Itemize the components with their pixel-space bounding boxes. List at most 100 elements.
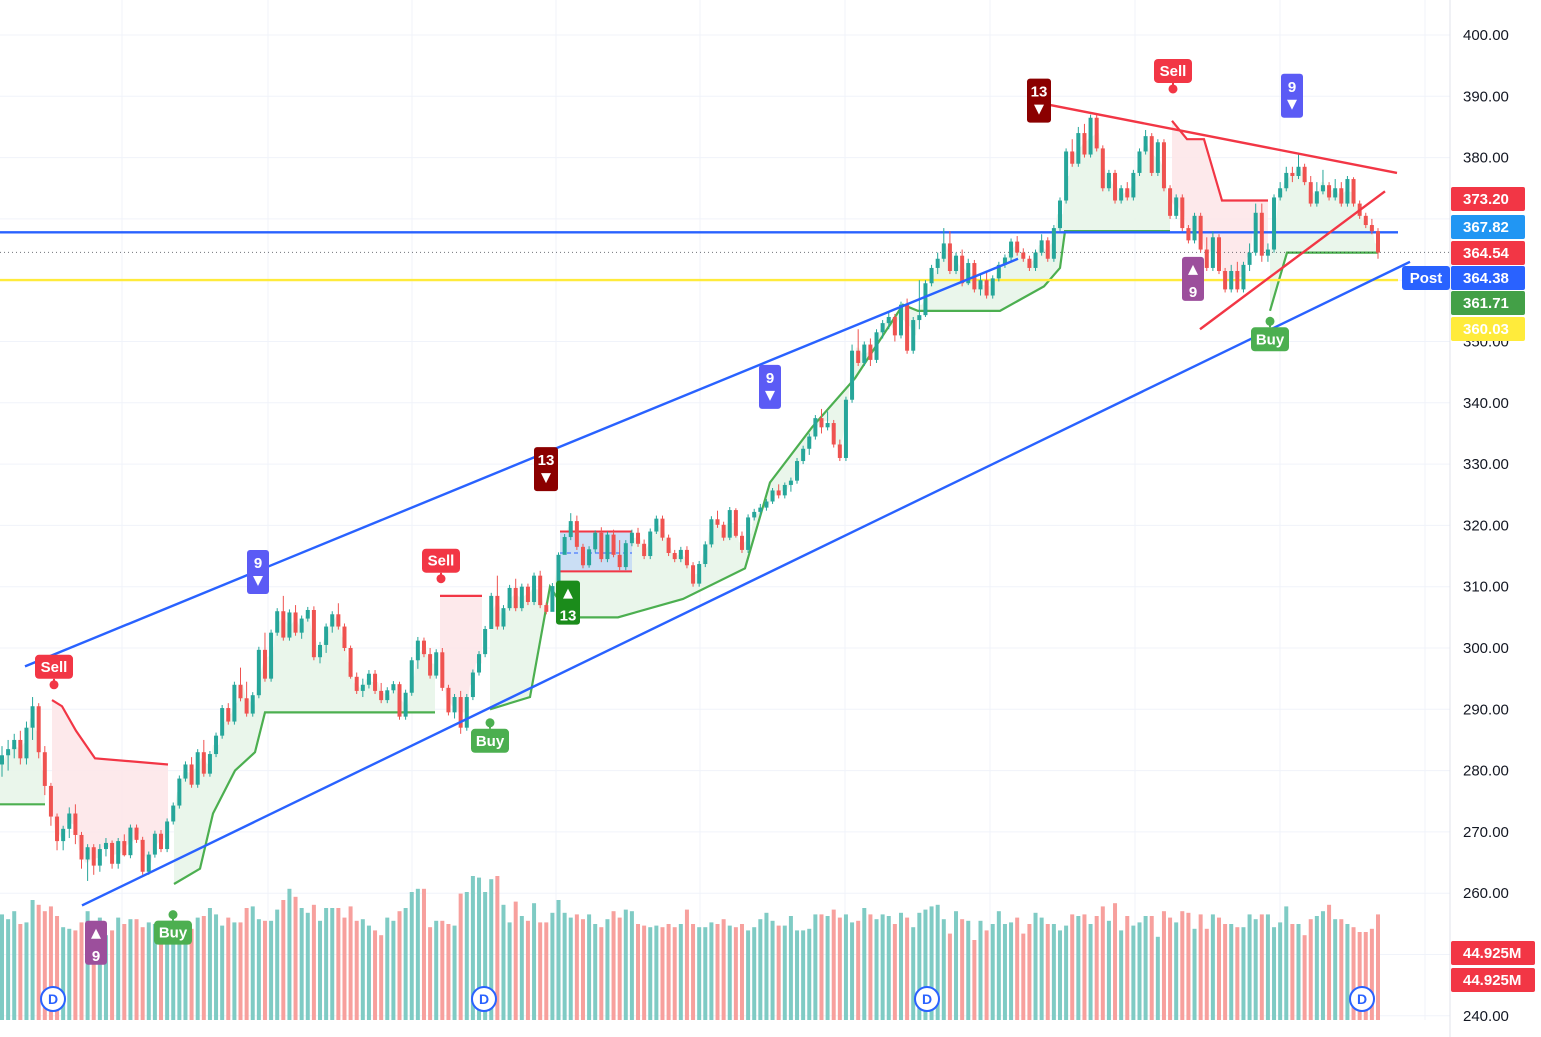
volume-bar: [1137, 922, 1142, 1020]
candle-body: [409, 660, 414, 693]
volume-bar: [813, 914, 818, 1020]
volume-bar: [110, 930, 115, 1020]
candle-body: [917, 315, 922, 321]
volume-bar: [843, 914, 848, 1020]
candle-body: [1027, 258, 1032, 268]
candle-body: [1327, 185, 1332, 198]
price-tag-label: 364.54: [1463, 245, 1510, 262]
volume-bar: [1070, 914, 1075, 1020]
dividend-label: D: [1357, 991, 1367, 1007]
volume-bar: [1369, 928, 1374, 1020]
signal-box: [35, 654, 73, 679]
candle-body: [214, 735, 219, 755]
candle-body: [642, 543, 647, 557]
candle-body: [837, 444, 842, 458]
candle-body: [146, 854, 151, 872]
candle-body: [856, 350, 861, 363]
candle-body: [990, 278, 995, 296]
volume-bar: [672, 927, 677, 1020]
volume-bar: [287, 888, 292, 1020]
candle-body: [1106, 172, 1111, 189]
volume-bar: [752, 927, 757, 1020]
volume-bar: [1119, 930, 1124, 1020]
candle-body: [562, 537, 567, 555]
candle-body: [489, 595, 494, 629]
volume-bar: [421, 888, 426, 1020]
arrow-up-icon: [1188, 264, 1198, 275]
price-tag-label: 364.38: [1463, 270, 1509, 287]
trend-lines[interactable]: [24, 101, 1411, 907]
candle-body: [391, 684, 396, 691]
dividend-marker[interactable]: D: [914, 986, 940, 1012]
candle-body: [201, 752, 206, 774]
candle-body: [140, 839, 145, 872]
candle-body: [440, 652, 445, 688]
candle-body: [684, 549, 689, 566]
dividend-marker[interactable]: D: [1349, 986, 1375, 1012]
price-axis-ticks: 400.00390.00380.00350.00340.00330.00320.…: [1463, 27, 1509, 1025]
volume-bar: [73, 930, 78, 1020]
candle-body: [550, 586, 555, 612]
volume-bar: [1278, 922, 1283, 1020]
volume-bar: [666, 924, 671, 1020]
volume-bar: [360, 919, 365, 1020]
supertrend-down-line: [1171, 120, 1268, 202]
candle-body: [1137, 151, 1142, 173]
volume-bar: [379, 935, 384, 1020]
volume-bar: [935, 904, 940, 1020]
arrow-up-icon: [563, 588, 573, 599]
candle-body: [587, 549, 592, 566]
candle-body: [691, 565, 696, 584]
td-count-box: [247, 550, 269, 595]
volume-bar: [1284, 906, 1289, 1020]
candle-body: [1241, 264, 1246, 290]
candle-body: [85, 847, 90, 860]
candle-body: [599, 532, 604, 560]
volume-bar: [886, 916, 891, 1020]
price-tag: 373.20: [1451, 187, 1525, 211]
volume-bar: [1363, 932, 1368, 1020]
volume-bar: [1357, 932, 1362, 1020]
volume-bar: [232, 922, 237, 1020]
td-count-box: [759, 364, 781, 409]
volume-bar: [984, 930, 989, 1020]
candle-body: [1015, 241, 1020, 253]
price-tag-label: 367.82: [1463, 219, 1509, 236]
signal-box: [422, 548, 460, 573]
candle-body: [232, 684, 237, 722]
candle-body: [1168, 188, 1173, 216]
candle-body: [373, 673, 378, 691]
candle-body: [923, 283, 928, 316]
volume-bar: [507, 922, 512, 1020]
candle-body: [152, 833, 157, 855]
dividend-marker[interactable]: D: [40, 986, 66, 1012]
dividend-marker[interactable]: D: [471, 986, 497, 1012]
volume-bar: [525, 920, 530, 1020]
candle-body: [434, 652, 439, 676]
candle-body: [666, 537, 671, 553]
candle-body: [348, 648, 353, 677]
volume-bar: [1094, 916, 1099, 1020]
candle-body: [905, 304, 910, 351]
td-count-down: 13: [534, 447, 558, 492]
candle-body: [1369, 225, 1374, 232]
volume-tag: 44.925M: [1451, 941, 1535, 965]
volume-bar: [862, 908, 867, 1020]
volume-bar: [801, 930, 806, 1020]
price-axis[interactable]: [1449, 0, 1541, 1037]
candle-body: [1320, 185, 1325, 192]
volume-bar: [1192, 928, 1197, 1020]
sell-signal: Sell: [35, 654, 73, 690]
volume-bar: [36, 904, 41, 1020]
candle-body: [1192, 215, 1197, 241]
price-tag-box: [1451, 215, 1525, 239]
candle-body: [764, 501, 769, 508]
candle-body: [672, 552, 677, 560]
candle-body: [525, 586, 530, 603]
candle-body: [1088, 117, 1093, 155]
candle-body: [617, 554, 622, 568]
post-label-box: [1402, 266, 1450, 290]
volume-bar: [226, 917, 231, 1020]
